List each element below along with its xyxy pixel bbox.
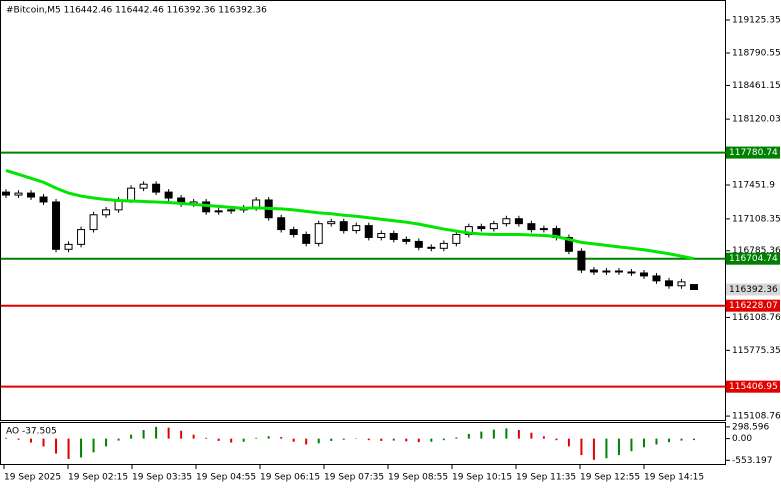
- candle-body: [152, 183, 161, 193]
- candle-body: [27, 192, 36, 198]
- candle-body: [639, 272, 648, 277]
- candle-body: [452, 234, 461, 244]
- candle-body: [690, 284, 698, 290]
- candle-body: [589, 269, 598, 273]
- x-tick-label: 19 Sep 02:15: [68, 473, 128, 483]
- y-tick-label: 119125.35: [732, 15, 781, 25]
- moving-average: [5, 168, 695, 261]
- candle-body: [127, 187, 136, 201]
- candle-body: [652, 275, 661, 282]
- level-label: 116228.07: [729, 301, 778, 311]
- candle-body: [102, 209, 111, 216]
- candle-body: [277, 217, 286, 231]
- level-label-box: [726, 252, 780, 265]
- current-price-label: 116392.36: [729, 285, 778, 295]
- candle-body: [2, 191, 10, 196]
- level-label: 116704.74: [729, 254, 778, 264]
- ao-panel: [0, 422, 726, 465]
- ao-tick-label: -553.197: [732, 456, 772, 466]
- y-tick-label: 118461.15: [732, 81, 781, 91]
- candle-body: [427, 246, 436, 249]
- candle-body: [352, 225, 361, 232]
- candle-body: [377, 233, 386, 238]
- level-label: 115406.95: [729, 382, 778, 392]
- y-tick-label: 116108.76: [732, 313, 781, 323]
- candle-body: [664, 280, 673, 287]
- candle-body: [89, 214, 98, 231]
- candle-body: [364, 225, 373, 238]
- y-tick-label: 115775.35: [732, 346, 781, 356]
- candle-body: [77, 229, 86, 245]
- y-tick-label: 117108.35: [732, 214, 781, 224]
- candle-body: [227, 209, 236, 212]
- candle-body: [614, 270, 623, 273]
- level-label: 117780.74: [729, 148, 778, 158]
- main-panel: [0, 0, 726, 421]
- ao-tick-label: 298.596: [732, 422, 769, 432]
- y-tick-label: 115108.76: [732, 412, 781, 422]
- candle-body: [539, 228, 548, 231]
- ao-title: AO -37.505: [6, 427, 57, 437]
- candle-body: [627, 271, 636, 274]
- candle-body: [64, 243, 73, 250]
- x-tick-label: 19 Sep 2025: [4, 473, 61, 483]
- candle-body: [502, 218, 511, 225]
- candle-body: [439, 242, 448, 249]
- candle-body: [164, 191, 173, 199]
- x-tick-label: 19 Sep 12:55: [580, 473, 640, 483]
- level-label-box: [726, 146, 780, 159]
- candle-body: [527, 223, 536, 231]
- x-tick-label: 19 Sep 07:35: [324, 473, 384, 483]
- x-tick-label: 19 Sep 08:55: [388, 473, 448, 483]
- candle-body: [139, 183, 148, 189]
- candle-body: [389, 233, 398, 240]
- candle-body: [489, 223, 498, 230]
- chart-title: #Bitcoin,M5 116442.46 116442.46 116392.3…: [6, 6, 267, 16]
- y-tick-label: 118790.55: [732, 49, 781, 59]
- candle-body: [414, 240, 423, 248]
- candle-body: [564, 236, 573, 252]
- candle-body: [14, 192, 23, 196]
- x-tick-label: 19 Sep 06:15: [260, 473, 320, 483]
- candle-body: [39, 196, 48, 203]
- ao-tick-label: 0.00: [732, 434, 752, 444]
- y-tick-label: 118120.03: [732, 115, 781, 125]
- candle-body: [339, 221, 348, 232]
- x-tick-label: 19 Sep 04:55: [196, 473, 256, 483]
- candle-body: [477, 226, 486, 230]
- candle-body: [677, 281, 686, 287]
- level-label-box: [726, 380, 780, 393]
- x-tick-label: 19 Sep 14:15: [644, 473, 704, 483]
- candle-body: [577, 250, 586, 271]
- x-tick-label: 19 Sep 10:15: [452, 473, 512, 483]
- current-price-box: [726, 283, 780, 296]
- y-tick-label: 117451.9: [732, 181, 775, 191]
- candle-body: [52, 201, 61, 250]
- candle-body: [402, 238, 411, 242]
- candle-body: [289, 229, 298, 236]
- level-label-box: [726, 299, 780, 312]
- candle-body: [302, 234, 311, 244]
- candle-body: [514, 218, 523, 225]
- y-tick-label: 116785.36: [732, 246, 781, 256]
- x-tick-label: 19 Sep 03:35: [132, 473, 192, 483]
- candle-body: [214, 210, 223, 213]
- candle-body: [602, 270, 611, 273]
- candle-body: [327, 221, 336, 225]
- candle-body: [314, 223, 323, 244]
- x-tick-label: 19 Sep 11:35: [516, 473, 576, 483]
